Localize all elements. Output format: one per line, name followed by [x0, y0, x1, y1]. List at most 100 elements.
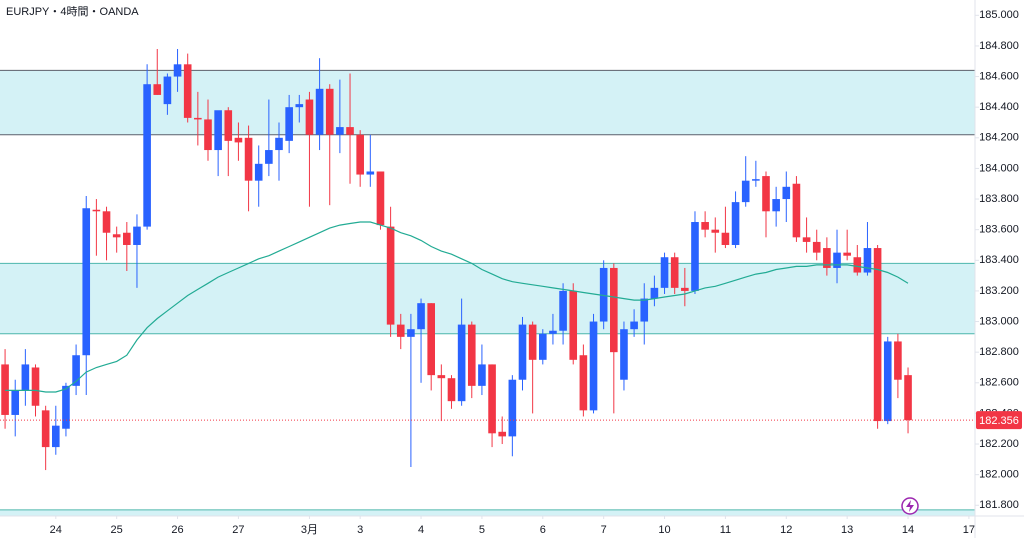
candle-body: [336, 127, 344, 135]
candle-body: [467, 324, 476, 386]
candle-body: [234, 137, 243, 143]
candle-body: [123, 232, 131, 245]
candle-body: [265, 150, 273, 164]
y-tick-label: 183.400: [979, 254, 1019, 266]
x-tick-label: 7: [601, 524, 607, 536]
candle-body: [133, 226, 141, 245]
candle-body: [488, 364, 496, 434]
candle-body: [1, 364, 9, 415]
candle-body: [224, 110, 233, 141]
x-tick-label: 25: [111, 524, 123, 536]
candle-body: [153, 84, 162, 95]
x-tick-label: 27: [232, 524, 244, 536]
candle-body: [630, 321, 638, 330]
candle-body: [569, 290, 578, 360]
candle-body: [143, 84, 151, 227]
x-tick-label: 11: [720, 524, 731, 536]
candle-body: [752, 179, 760, 181]
alert-bolt[interactable]: [906, 500, 914, 512]
candle-body: [417, 303, 425, 330]
y-tick-label: 183.000: [979, 315, 1019, 327]
candle-body: [214, 110, 222, 151]
candle-body: [295, 104, 304, 108]
zone: [0, 263, 975, 334]
y-tick-label: 184.400: [979, 101, 1019, 113]
candle-body: [538, 333, 547, 360]
x-tick-label: 12: [780, 524, 792, 536]
candle-body: [883, 341, 892, 422]
candle-body: [356, 134, 364, 175]
candle-body: [366, 171, 375, 175]
candle-body: [823, 248, 831, 268]
candle-body: [833, 252, 841, 268]
candle-body: [285, 107, 293, 141]
candle-body: [386, 226, 395, 325]
candle-body: [305, 99, 314, 135]
candle-body: [437, 375, 446, 379]
y-tick-label: 182.600: [979, 377, 1019, 389]
candle-body: [599, 267, 608, 322]
candle-body: [650, 287, 659, 299]
candle-body: [396, 324, 405, 337]
candle-body: [21, 364, 30, 391]
y-tick-label: 183.200: [979, 285, 1019, 297]
candle-body: [346, 127, 354, 135]
candle-body: [478, 364, 486, 386]
candle-body: [559, 290, 567, 331]
candle-body: [610, 267, 618, 353]
candle-body: [427, 303, 435, 376]
candle-body: [315, 88, 324, 135]
candle-body: [853, 257, 862, 273]
candle-body: [528, 324, 537, 360]
candle-body: [376, 171, 385, 226]
y-tick-label: 184.600: [979, 70, 1019, 82]
candle-body: [447, 378, 456, 402]
last-price-label: 182.356: [979, 415, 1019, 427]
candle-body: [518, 324, 527, 380]
candle-body: [670, 257, 679, 288]
x-tick-label: 24: [50, 524, 62, 536]
candle-body: [173, 64, 182, 77]
candle-body: [194, 117, 202, 120]
candle-body: [457, 324, 466, 402]
candle-body: [254, 163, 263, 181]
candle-body: [681, 287, 689, 291]
candle-body: [183, 64, 192, 118]
y-tick-label: 185.000: [979, 9, 1019, 21]
candle-body: [792, 183, 801, 238]
chart-title: EURJPY・4時間・OANDA: [6, 5, 139, 18]
y-tick-label: 182.200: [979, 438, 1019, 450]
last-price-box: [976, 411, 1022, 430]
candle-body: [41, 410, 50, 448]
candle-body: [802, 237, 811, 242]
candle-body: [812, 241, 821, 253]
candle-body: [325, 88, 334, 135]
candle-body: [904, 375, 912, 421]
y-tick-label: 183.800: [979, 193, 1019, 205]
candle-body: [589, 321, 598, 411]
x-tick-label: 3: [357, 524, 363, 536]
x-tick-label: 14: [902, 524, 914, 536]
x-tick-label: 5: [479, 524, 485, 536]
x-tick-label: 10: [658, 524, 670, 536]
candle-body: [275, 137, 283, 151]
moving-average-line: [5, 221, 909, 393]
candle-body: [701, 222, 709, 230]
candle-body: [508, 379, 517, 437]
candle-body: [873, 248, 882, 422]
x-tick-label: 26: [171, 524, 183, 536]
zone: [0, 509, 975, 516]
x-tick-label: 6: [540, 524, 546, 536]
candle-body: [731, 202, 740, 245]
alert-icon[interactable]: [901, 497, 919, 515]
x-tick-label: 4: [418, 524, 424, 536]
candle-body: [691, 222, 699, 291]
candle-body: [741, 180, 750, 203]
candle-body: [163, 76, 172, 105]
candle-body: [711, 229, 720, 233]
candle-body: [579, 355, 588, 411]
candle-body: [863, 248, 872, 273]
candle-body: [721, 232, 730, 245]
candle-body: [782, 186, 791, 200]
